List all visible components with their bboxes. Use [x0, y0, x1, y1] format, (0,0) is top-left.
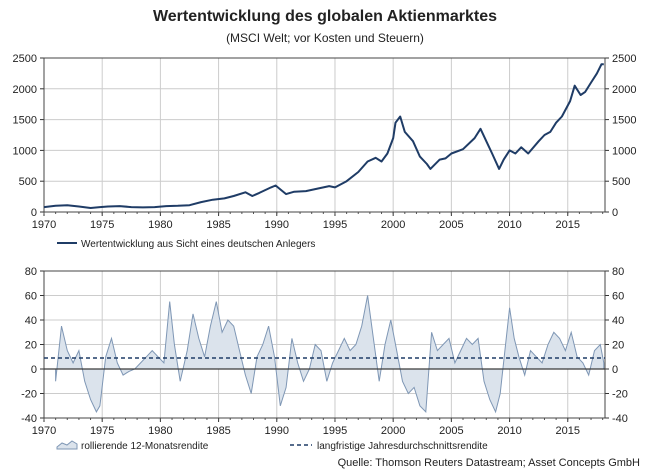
bottom-chart-series [44, 295, 605, 414]
top-tick-label-y-right: 500 [612, 176, 630, 188]
legend-label-rolling-return: rollierende 12-Monatsrendite [81, 441, 209, 452]
legend-label-performance: Wertentwicklung aus Sicht eines deutsche… [81, 239, 315, 250]
top-tick-label-x: 1985 [206, 219, 230, 231]
top-tick-label-x: 2000 [381, 219, 405, 231]
top-tick-label-y-left: 500 [19, 176, 37, 188]
top-tick-label-y-right: 1500 [612, 115, 636, 127]
top-tick-label-x: 2005 [439, 219, 463, 231]
legend-label-long-term-average: langfristige Jahresdurchschnittsrendite [317, 441, 488, 452]
bottom-tick-label-x: 2005 [439, 425, 463, 437]
bottom-tick-label-x: 1985 [206, 425, 230, 437]
bottom-chart-grid [43, 270, 605, 419]
bottom-tick-label-y-left: 40 [25, 315, 37, 327]
bottom-chart-axes: -40 -40 -20 -20 0 0 20 20 40 40 60 60 80 80 1970 1975 19… [21, 266, 628, 437]
bottom-tick-label-y-left: -20 [21, 389, 37, 401]
performance-line [43, 63, 604, 209]
top-chart-legend: Wertentwicklung aus Sicht eines deutsche… [57, 239, 315, 250]
bottom-tick-label-x: 1990 [265, 425, 289, 437]
bottom-tick-label-y-left: -40 [21, 413, 37, 425]
bottom-tick-label-x: 2015 [556, 425, 580, 437]
legend-area-swatch [56, 440, 78, 450]
top-tick-label-x: 1990 [265, 219, 289, 231]
top-tick-label-x: 1975 [90, 219, 114, 231]
bottom-tick-label-x: 1995 [323, 425, 347, 437]
bottom-chart-legend: rollierende 12-Monatsrendite langfristig… [56, 440, 488, 452]
top-tick-label-y-left: 2500 [13, 53, 37, 65]
bottom-tick-label-y-left: 0 [31, 364, 37, 376]
top-tick-label-y-left: 2000 [13, 84, 37, 96]
top-tick-label-y-left: 1000 [13, 145, 37, 157]
bottom-tick-label-x: 1970 [32, 425, 56, 437]
chart-title: Wertentwicklung des globalen Aktienmarkt… [153, 8, 497, 25]
rolling-return-area [55, 295, 605, 414]
top-chart-grid [43, 57, 605, 213]
top-tick-label-y-right: 0 [612, 207, 618, 219]
top-chart-axes: 0 0 500 500 1000 1000 1500 1500 2000 2000 2500 2500… [13, 53, 637, 231]
source-note: Quelle: Thomson Reuters Datastream; Asse… [338, 457, 640, 469]
bottom-tick-label-y-right: -20 [612, 389, 628, 401]
bottom-tick-label-y-right: 60 [612, 291, 624, 303]
top-tick-label-y-left: 0 [31, 207, 37, 219]
top-tick-label-y-right: 2000 [612, 84, 636, 96]
bottom-tick-label-y-right: 0 [612, 364, 618, 376]
top-tick-label-x: 1980 [148, 219, 172, 231]
bottom-tick-label-x: 2000 [381, 425, 405, 437]
bottom-tick-label-y-left: 80 [25, 266, 37, 278]
bottom-tick-label-y-right: -40 [612, 413, 628, 425]
chart-subtitle: (MSCI Welt; vor Kosten und Steuern) [226, 31, 424, 45]
bottom-plot-frame [43, 270, 606, 419]
top-tick-label-x: 2010 [497, 219, 521, 231]
top-plot-frame [43, 57, 606, 213]
bottom-tick-label-x: 1975 [90, 425, 114, 437]
bottom-tick-label-y-right: 40 [612, 315, 624, 327]
bottom-tick-label-x: 1980 [148, 425, 172, 437]
bottom-tick-label-y-left: 60 [25, 291, 37, 303]
bottom-tick-label-y-left: 20 [25, 340, 37, 352]
bottom-tick-label-y-right: 80 [612, 266, 624, 278]
top-chart-series [43, 63, 604, 209]
top-tick-label-x: 2015 [556, 219, 580, 231]
bottom-tick-label-x: 2010 [497, 425, 521, 437]
top-tick-label-y-right: 2500 [612, 53, 636, 65]
top-tick-label-y-left: 1500 [13, 115, 37, 127]
top-tick-label-y-right: 1000 [612, 145, 636, 157]
top-tick-label-x: 1995 [323, 219, 347, 231]
bottom-tick-label-y-right: 20 [612, 340, 624, 352]
top-tick-label-x: 1970 [32, 219, 56, 231]
